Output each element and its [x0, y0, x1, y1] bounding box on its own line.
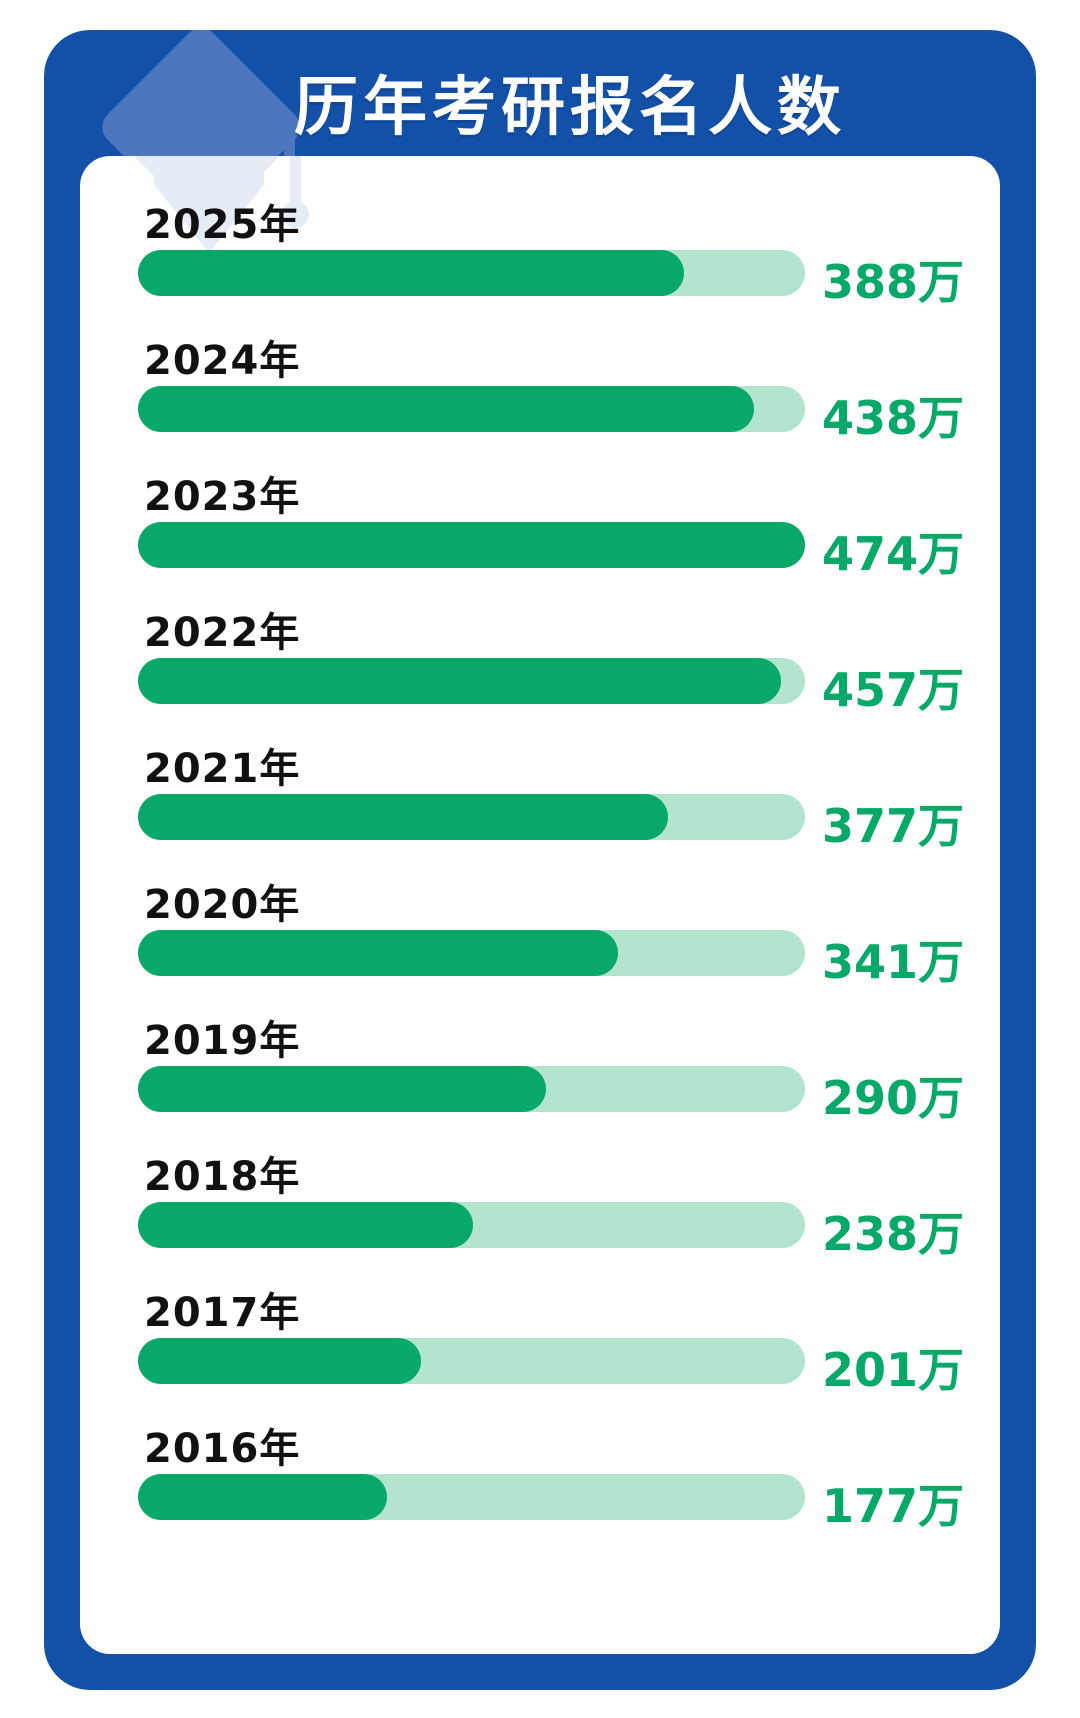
bar-track [138, 386, 805, 432]
bar-row: 2021年 377万 [80, 728, 1000, 864]
bar-row-value-label: 474万 [822, 527, 965, 581]
bar-row-value-label: 377万 [822, 799, 965, 853]
bar-row-year-label: 2017年 [144, 1290, 301, 1336]
bar-row-year-label: 2020年 [144, 882, 301, 928]
page-title: 历年考研报名人数 [294, 71, 846, 145]
bar-track [138, 1066, 805, 1112]
bar-row-year-label: 2018年 [144, 1154, 301, 1200]
bar-row-year-label: 2025年 [144, 202, 301, 248]
bar-row-value-label: 388万 [822, 255, 965, 309]
poster-header: 历年考研报名人数 [44, 30, 1036, 148]
bar-fill [138, 658, 781, 704]
bar-row-value-label: 438万 [822, 391, 965, 445]
bar-row: 2023年 474万 [80, 456, 1000, 592]
bar-row-value-label: 457万 [822, 663, 965, 717]
bar-row: 2017年 201万 [80, 1272, 1000, 1408]
bar-row-year-label: 2023年 [144, 474, 301, 520]
bar-row-year-label: 2022年 [144, 610, 301, 656]
bar-row-year-label: 2019年 [144, 1018, 301, 1064]
bar-row: 2022年 457万 [80, 592, 1000, 728]
bar-row-year-label: 2016年 [144, 1426, 301, 1472]
bar-row: 2016年 177万 [80, 1408, 1000, 1544]
bar-fill [138, 386, 755, 432]
bar-fill [138, 930, 618, 976]
bar-row: 2019年 290万 [80, 1000, 1000, 1136]
bar-chart-rows: 2025年 388万 2024年 438万 2023年 474万 2022年 457万 2021… [80, 184, 1000, 1544]
bar-fill [138, 794, 669, 840]
bar-fill [138, 522, 805, 568]
bar-track [138, 1202, 805, 1248]
bar-track [138, 522, 805, 568]
bar-row-value-label: 238万 [822, 1207, 965, 1261]
bar-track [138, 250, 805, 296]
bar-fill [138, 1202, 473, 1248]
bar-track [138, 1338, 805, 1384]
bar-track [138, 930, 805, 976]
bar-fill [138, 250, 685, 296]
bar-row: 2024年 438万 [80, 320, 1000, 456]
bar-row-value-label: 177万 [822, 1479, 965, 1533]
bar-fill [138, 1338, 421, 1384]
infographic-poster: 历年考研报名人数 2025年 388万 2024年 438万 2023年 474万 2022… [44, 30, 1036, 1690]
chart-card: 2025年 388万 2024年 438万 2023年 474万 2022年 457万 2021… [80, 156, 1000, 1654]
bar-fill [138, 1474, 387, 1520]
bar-row-value-label: 341万 [822, 935, 965, 989]
bar-row-year-label: 2021年 [144, 746, 301, 792]
bar-row-value-label: 201万 [822, 1343, 965, 1397]
bar-row: 2025年 388万 [80, 184, 1000, 320]
bar-track [138, 794, 805, 840]
bar-row-year-label: 2024年 [144, 338, 301, 384]
bar-row: 2018年 238万 [80, 1136, 1000, 1272]
bar-track [138, 1474, 805, 1520]
bar-row-value-label: 290万 [822, 1071, 965, 1125]
bar-row: 2020年 341万 [80, 864, 1000, 1000]
bar-fill [138, 1066, 547, 1112]
bar-track [138, 658, 805, 704]
